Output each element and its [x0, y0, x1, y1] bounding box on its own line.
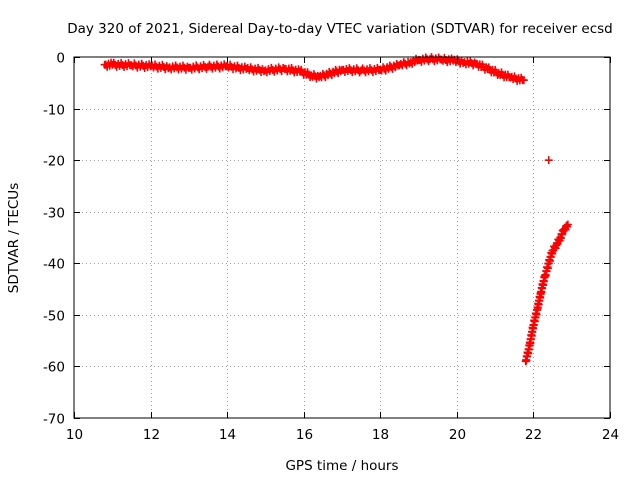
data-series-2 [544, 156, 553, 165]
y-axis-ticks: 0 -10 -20 -30 -40 -50 -60 -70 [43, 51, 610, 428]
y-tick-label: -60 [43, 360, 65, 376]
track-marker [563, 222, 572, 231]
track-marker [518, 75, 527, 84]
track-marker [412, 54, 421, 63]
x-tick-label: 14 [219, 427, 236, 443]
chart-title: Day 320 of 2021, Sidereal Day-to-day VTE… [67, 21, 613, 37]
y-axis-label: SDTVAR / TECUs [6, 183, 22, 293]
data-marks [100, 53, 572, 366]
x-tick-label: 10 [66, 427, 83, 443]
x-tick-label: 16 [296, 427, 313, 443]
plot-frame [73, 56, 611, 419]
y-tick-label: -70 [43, 412, 65, 428]
data-series-1 [521, 220, 572, 366]
grid-lines [74, 57, 610, 418]
x-tick-label: 22 [525, 427, 542, 443]
track-marker [404, 57, 413, 66]
x-tick-label: 18 [372, 427, 389, 443]
y-tick-label: 0 [56, 51, 65, 67]
x-axis-label: GPS time / hours [285, 458, 398, 474]
x-tick-label: 24 [602, 427, 619, 443]
y-tick-label: -30 [43, 206, 65, 222]
data-series-0 [100, 53, 528, 85]
y-tick-label: -50 [43, 309, 65, 325]
y-tick-label: -10 [43, 103, 65, 119]
y-tick-label: -20 [43, 154, 65, 170]
x-tick-label: 12 [143, 427, 160, 443]
data-point [544, 156, 553, 165]
x-axis-ticks: 10 12 14 16 18 20 22 24 [66, 57, 619, 443]
x-tick-label: 20 [449, 427, 466, 443]
y-tick-label: -40 [43, 257, 65, 273]
track-marker [551, 244, 560, 253]
